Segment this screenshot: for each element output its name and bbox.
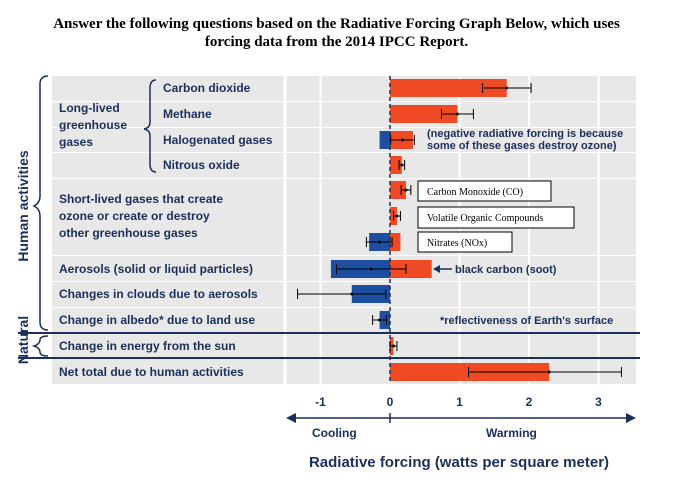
row-stripe-3 <box>52 153 636 178</box>
longlived-line-3: gases <box>59 135 93 149</box>
longlived-brace <box>143 79 157 173</box>
row-stripe-1 <box>52 102 636 127</box>
label-aerosol: Aerosols (solid or liquid particles) <box>59 262 253 276</box>
box-nox-text: Nitrates (NOx) <box>427 238 487 249</box>
err-point-sun <box>391 344 395 348</box>
halo-note-1: (negative radiative forcing is because <box>427 128 623 140</box>
box-voc <box>417 206 575 229</box>
row-stripe-0 <box>52 76 636 101</box>
box-nox <box>417 231 513 253</box>
longlived-line-1: Long-lived <box>59 101 120 115</box>
page-heading: Answer the following questions based on … <box>0 15 673 51</box>
x-tick-labels: -1 0 1 2 3 <box>315 395 602 409</box>
longlived-line-2: greenhouse <box>59 118 127 132</box>
label-n2o: Nitrous oxide <box>163 158 240 172</box>
natural-bracket <box>31 335 49 357</box>
err-point-aerosol <box>369 267 373 271</box>
cooling-label: Cooling <box>312 426 357 440</box>
warming-label: Warming <box>486 426 537 440</box>
heading-line-2: forcing data from the 2014 IPCC Report. <box>204 34 469 50</box>
bar-ch4 <box>390 105 458 123</box>
group-natural: Natural <box>15 316 31 364</box>
label-albedo: Change in albedo* due to land use <box>59 313 255 327</box>
err-point-albedo <box>378 318 382 322</box>
label-ch4: Methane <box>163 107 212 121</box>
err-point-net <box>547 370 551 374</box>
shortlived-line-3: other greenhouse gases <box>59 226 198 240</box>
label-co2: Carbon dioxide <box>163 81 251 95</box>
err-point-co2 <box>505 86 509 90</box>
x-tick--1: -1 <box>315 395 326 409</box>
err-point-co <box>404 188 408 192</box>
human-bracket <box>32 75 49 331</box>
err-point-ch4 <box>455 112 459 116</box>
err-point-clouds <box>350 292 354 296</box>
bar-halo-0 <box>379 131 390 149</box>
halo-note-2: some of these gases destroy ozone) <box>427 140 617 152</box>
heading-line-1: Answer the following questions based on … <box>53 16 620 32</box>
row-stripe-7 <box>52 308 636 332</box>
label-clouds: Changes in clouds due to aerosols <box>59 287 258 301</box>
group-human: Human activities <box>15 150 31 261</box>
err-point-n2o <box>400 163 404 167</box>
x-tick-3: 3 <box>595 395 602 409</box>
box-voc-text: Volatile Organic Compounds <box>427 213 543 224</box>
err-point-halo <box>401 138 405 142</box>
error-bars <box>297 83 622 377</box>
box-co <box>417 180 552 202</box>
x-tick-2: 2 <box>526 395 533 409</box>
x-axis-title: Radiative forcing (watts per square mete… <box>309 454 609 471</box>
label-net: Net total due to human activities <box>59 365 244 379</box>
box-co-text: Carbon Monoxide (CO) <box>427 187 523 198</box>
bar-aerosol-1 <box>390 260 432 278</box>
x-tick-0: 0 <box>387 395 394 409</box>
bar-co2 <box>390 79 507 97</box>
cooling-arrowhead <box>286 413 296 423</box>
shortlived-line-1: Short-lived gases that create <box>59 192 223 206</box>
x-tick-1: 1 <box>456 395 463 409</box>
bar-n2o <box>390 156 402 174</box>
label-sun: Change in energy from the sun <box>59 339 236 353</box>
bar-nox-1 <box>390 233 401 251</box>
warming-arrowhead <box>626 413 636 423</box>
albedo-note: *reflectiveness of Earth's surface <box>440 315 613 327</box>
err-point-nox <box>378 240 382 244</box>
shortlived-line-2: ozone or create or destroy <box>59 209 210 223</box>
err-point-voc <box>395 214 399 218</box>
soot-arrowhead <box>433 265 440 273</box>
soot-note: black carbon (soot) <box>455 264 557 276</box>
row-stripe-8 <box>52 334 636 357</box>
label-halo: Halogenated gases <box>163 133 273 147</box>
bar-co <box>390 181 406 199</box>
